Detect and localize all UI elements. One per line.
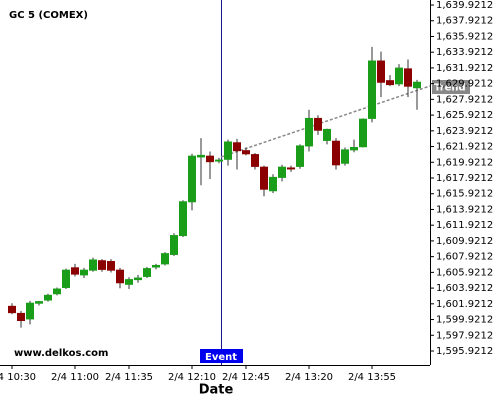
y-tick-label: 1,633.9212 — [436, 47, 493, 58]
y-tick-label: 1,621.9212 — [436, 142, 493, 153]
candle-body — [71, 267, 79, 275]
y-tick-label: 1,609.9212 — [436, 236, 493, 247]
candle-body — [377, 60, 385, 83]
candle-body — [17, 312, 25, 321]
chart-title: GC 5 (COMEX) — [9, 10, 88, 21]
candle-body — [215, 159, 223, 162]
candle-body — [341, 149, 349, 164]
x-tick-label: 2/4 12:45 — [222, 372, 270, 383]
y-tick-label: 1,635.9212 — [436, 31, 493, 42]
candle-body — [179, 201, 187, 237]
candle-body — [323, 128, 331, 141]
y-tick-label: 1,605.9212 — [436, 267, 493, 278]
candle-body — [161, 253, 169, 265]
candle-body — [269, 176, 277, 192]
candle-body — [287, 167, 295, 170]
trend-label: Trend — [434, 83, 466, 94]
candle-body — [251, 154, 259, 167]
y-tick-label: 1,617.9212 — [436, 173, 493, 184]
x-tick-label: 2/4 11:35 — [105, 372, 153, 383]
y-tick-label: 1,595.9212 — [436, 346, 493, 357]
candle-body — [350, 147, 358, 151]
y-tick-label: 1,597.9212 — [436, 330, 493, 341]
event-box — [200, 349, 243, 363]
candle-body — [368, 60, 376, 119]
trend-box — [432, 80, 470, 94]
candle-body — [386, 80, 394, 86]
candle-body — [134, 277, 142, 281]
y-tick-label: 1,619.9212 — [436, 157, 493, 168]
trend-line — [220, 85, 431, 158]
candle-body — [89, 259, 97, 271]
y-tick-label: 1,625.9212 — [436, 110, 493, 121]
candle-body — [98, 260, 106, 270]
y-tick-label: 1,629.9212 — [436, 79, 493, 90]
x-axis-title: Date — [199, 383, 234, 398]
candle-body — [188, 155, 196, 203]
y-tick-label: 1,599.9212 — [436, 315, 493, 326]
candle-body — [332, 140, 340, 166]
candle-body — [170, 235, 178, 255]
candle-body — [26, 302, 34, 320]
y-tick-label: 1,613.9212 — [436, 204, 493, 215]
candle-body — [242, 150, 250, 155]
y-tick-label: 1,601.9212 — [436, 299, 493, 310]
x-tick-label: 2/4 10:30 — [0, 372, 36, 383]
candle-body — [395, 67, 403, 85]
x-tick-label: 2/4 12:10 — [168, 372, 216, 383]
watermark: www.delkos.com — [14, 348, 108, 359]
candle-body — [233, 142, 241, 152]
candle-body — [413, 81, 421, 89]
x-tick-label: 2/4 13:20 — [285, 372, 333, 383]
x-tick-label: 2/4 13:55 — [348, 372, 396, 383]
candle-body — [278, 166, 286, 178]
candle-body — [197, 154, 205, 158]
x-tick-label: 2/4 11:00 — [51, 372, 99, 383]
candle-body — [404, 68, 412, 87]
candle-body — [152, 264, 160, 268]
y-tick-label: 1,637.9212 — [436, 16, 493, 27]
y-tick-label: 1,611.9212 — [436, 220, 493, 231]
candle-body — [206, 155, 214, 163]
candle-body — [62, 269, 70, 288]
y-tick-label: 1,631.9212 — [436, 63, 493, 74]
candle-body — [260, 166, 268, 190]
y-tick-label: 1,639.9212 — [436, 0, 493, 11]
candle-body — [53, 288, 61, 295]
candle-body — [107, 261, 115, 271]
candle-body — [143, 268, 151, 277]
candle-body — [35, 301, 43, 304]
y-tick-label: 1,607.9212 — [436, 252, 493, 263]
y-tick-label: 1,623.9212 — [436, 126, 493, 137]
candle-body — [359, 118, 367, 148]
candle-body — [8, 305, 16, 314]
candle-body — [80, 269, 88, 276]
y-tick-label: 1,627.9212 — [436, 94, 493, 105]
candle-body — [125, 279, 133, 285]
candle-body — [314, 117, 322, 131]
candle-body — [296, 145, 304, 167]
candle-body — [116, 269, 124, 284]
y-tick-label: 1,615.9212 — [436, 189, 493, 200]
event-label: Event — [205, 352, 237, 363]
candle-body — [224, 141, 232, 160]
y-tick-label: 1,603.9212 — [436, 283, 493, 294]
candle-body — [305, 117, 313, 147]
candle-body — [44, 294, 52, 301]
